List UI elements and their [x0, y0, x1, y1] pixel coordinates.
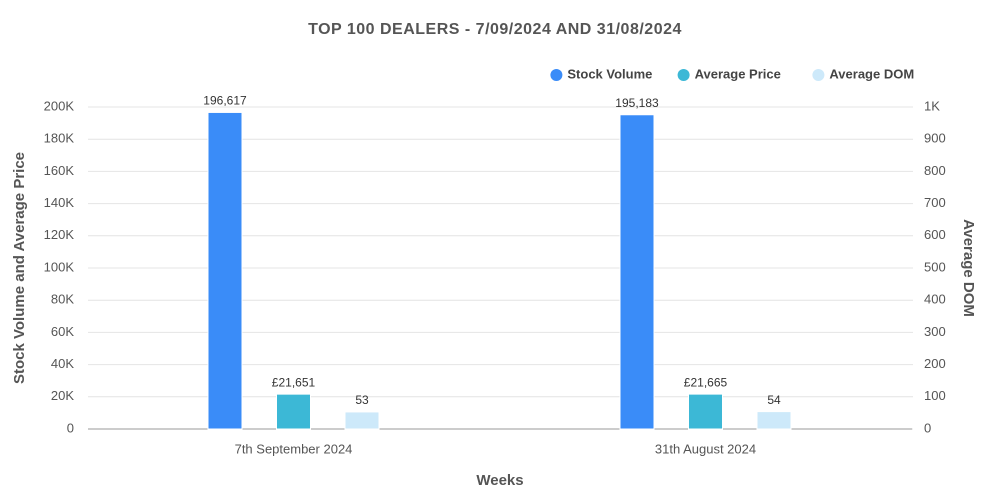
y-tick-label: 120K — [44, 227, 75, 242]
y-axis-title: Stock Volume and Average Price — [11, 152, 28, 384]
y2-tick-label: 300 — [924, 324, 946, 339]
data-label: £21,651 — [272, 375, 316, 389]
bar — [344, 411, 380, 430]
y-tick-label: 160K — [44, 163, 75, 178]
y2-tick-label: 600 — [924, 227, 946, 242]
bar — [756, 411, 792, 430]
legend-swatch — [812, 69, 825, 81]
data-label: 53 — [355, 393, 369, 407]
y-tick-label: 0 — [67, 420, 74, 435]
bar — [207, 111, 243, 430]
y2-tick-label: 700 — [924, 195, 946, 210]
y-tick-label: 200K — [44, 98, 75, 113]
legend-swatch — [550, 69, 563, 81]
y2-axis-title: Average DOM — [960, 219, 977, 317]
y-tick-label: 140K — [44, 195, 75, 210]
y2-tick-label: 800 — [924, 163, 946, 178]
y2-tick-label: 400 — [924, 292, 946, 307]
y-tick-label: 20K — [51, 388, 74, 403]
legend-label: Average Price — [695, 66, 781, 81]
x-tick-label: 31th August 2024 — [655, 441, 756, 456]
legend-swatch — [677, 69, 690, 81]
chart-title: TOP 100 DEALERS - 7/09/2024 AND 31/08/20… — [308, 21, 682, 38]
data-label: 54 — [767, 393, 781, 407]
legend-label: Average DOM — [829, 66, 914, 81]
legend-item[interactable]: Average Price — [677, 66, 781, 81]
y2-tick-label: 0 — [924, 420, 931, 435]
y2-tick-label: 500 — [924, 259, 946, 274]
x-axis-title: Weeks — [476, 472, 523, 489]
y-tick-label: 180K — [44, 131, 75, 146]
y2-tick-label: 1K — [924, 98, 940, 113]
y-tick-label: 40K — [51, 356, 74, 371]
bar — [688, 393, 723, 430]
data-label: £21,665 — [684, 375, 728, 389]
y-tick-label: 80K — [51, 292, 74, 307]
legend-item[interactable]: Stock Volume — [550, 66, 652, 81]
y-tick-label: 100K — [44, 259, 75, 274]
data-label: 195,183 — [615, 96, 659, 110]
y-tick-label: 60K — [51, 324, 74, 339]
bar — [619, 114, 655, 430]
y2-tick-label: 100 — [924, 388, 946, 403]
bar — [276, 393, 311, 430]
data-label: 196,617 — [203, 94, 247, 108]
y2-tick-label: 200 — [924, 356, 946, 371]
y2-tick-label: 900 — [924, 131, 946, 146]
legend-item[interactable]: Average DOM — [812, 66, 914, 81]
x-tick-label: 7th September 2024 — [235, 441, 353, 456]
legend-label: Stock Volume — [567, 66, 652, 81]
